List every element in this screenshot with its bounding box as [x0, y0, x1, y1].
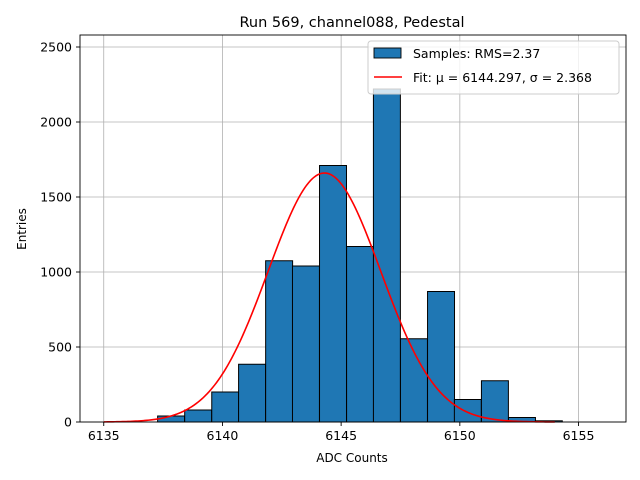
legend-box: [367, 40, 620, 95]
legend: Samples: RMS=2.37 Fit: μ = 6144.297, σ =…: [367, 40, 620, 95]
y-tick-label: 1000: [40, 265, 72, 280]
y-tick-label: 2500: [40, 40, 72, 55]
y-tick-label: 1500: [40, 190, 72, 205]
y-tick-label: 2000: [40, 115, 72, 130]
legend-label-samples: Samples: RMS=2.37: [413, 46, 540, 61]
legend-label-fit: Fit: μ = 6144.297, σ = 2.368: [413, 70, 592, 85]
histogram-bar: [399, 338, 428, 423]
histogram-bar: [453, 399, 482, 423]
x-tick-label: 6145: [325, 428, 357, 443]
chart-title: Run 569, channel088, Pedestal: [239, 15, 464, 31]
y-axis-label: Entries: [15, 208, 29, 250]
histogram-bar: [372, 88, 401, 423]
histogram-bar: [184, 409, 213, 423]
y-tick-label: 0: [64, 415, 72, 430]
y-tick-label: 500: [48, 340, 72, 355]
histogram-bar: [319, 165, 347, 423]
x-tick-label: 6140: [207, 428, 239, 443]
x-tick-label: 6135: [88, 428, 120, 443]
histogram-bar: [211, 391, 240, 423]
x-tick-label: 6155: [563, 428, 595, 443]
histogram-bar: [346, 246, 375, 423]
legend-patch-samples: [373, 47, 402, 59]
x-tick-label: 6150: [444, 428, 476, 443]
axes-frame: [79, 34, 627, 423]
histogram-bar: [291, 265, 320, 423]
fit-curve: [103, 172, 555, 423]
x-axis-label: ADC Counts: [316, 451, 388, 465]
histogram-bar: [265, 260, 294, 423]
histogram-bar: [480, 380, 509, 423]
axis-ticks: 6135 6140 6145 6150 6155 0 500 1000 1500 2000 2500: [40, 40, 594, 444]
histogram-bar: [238, 363, 267, 423]
